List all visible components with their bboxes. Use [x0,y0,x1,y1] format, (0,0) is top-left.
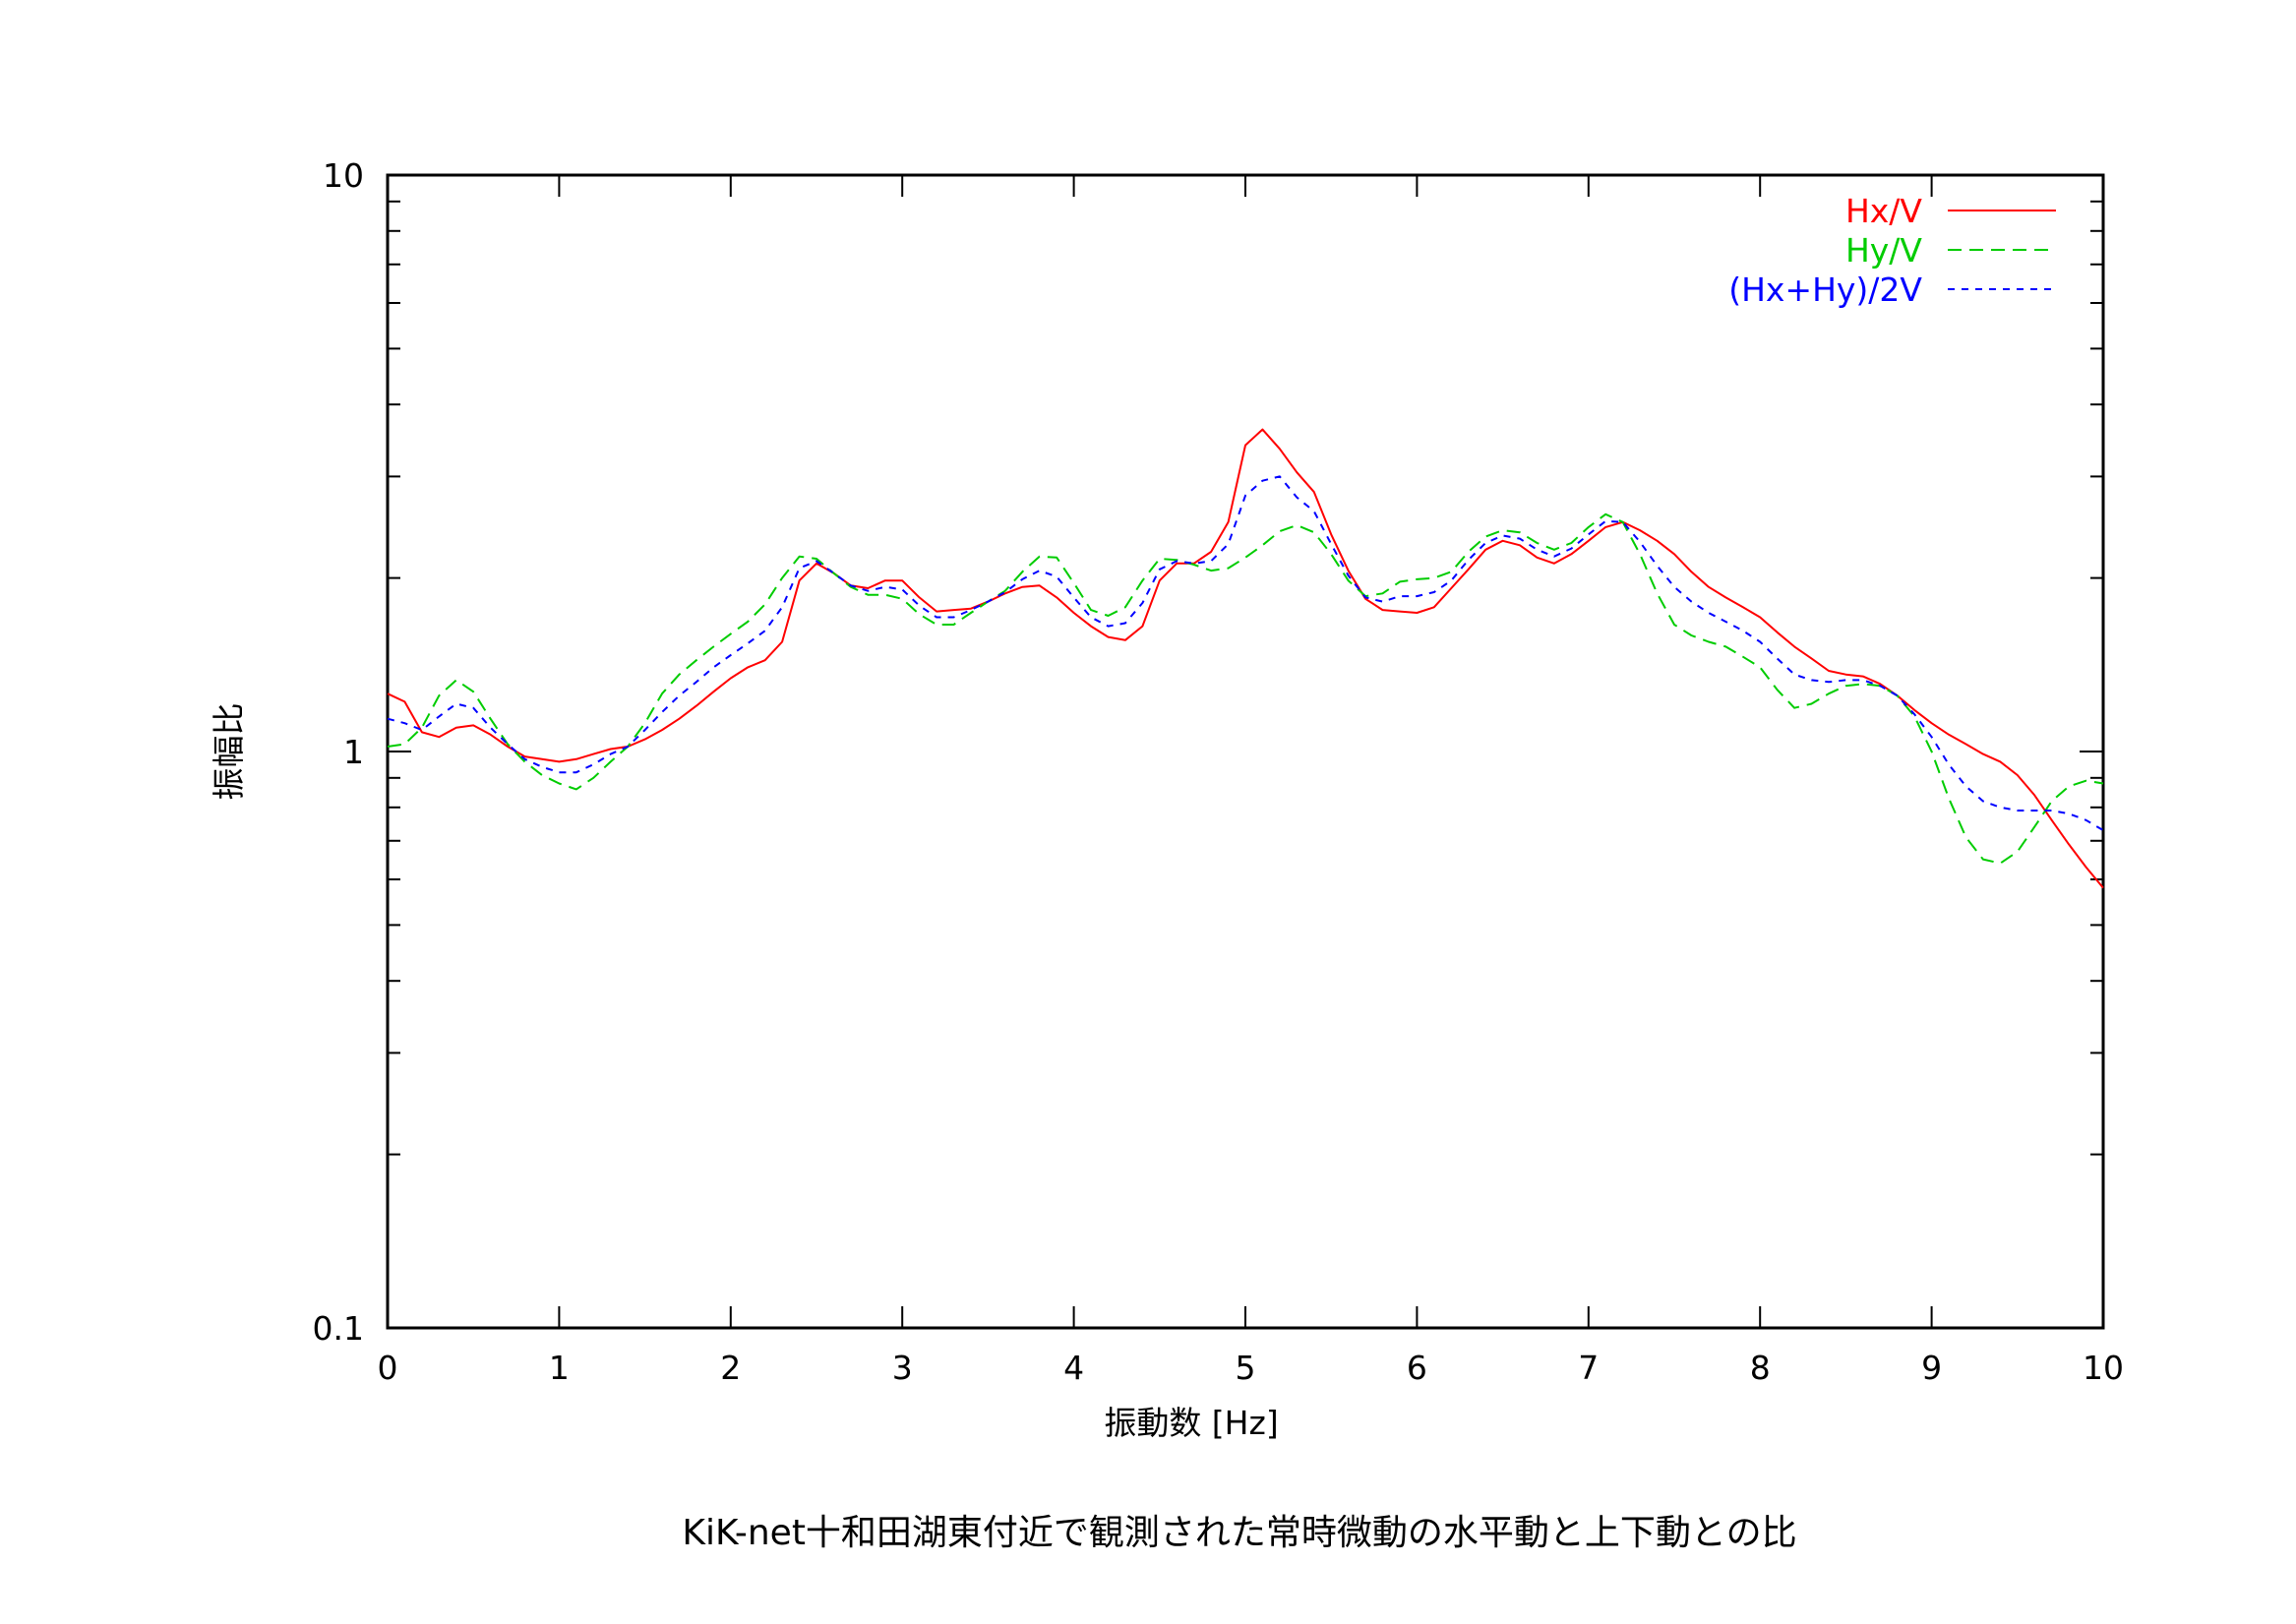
y-tick-label: 10 [323,156,364,195]
plot-frame [386,173,2105,1330]
x-tick-label: 6 [1407,1349,1427,1387]
legend-label: Hx/V [1845,192,1922,230]
y-tick-label: 0.1 [313,1309,364,1348]
legend-label: Hy/V [1845,231,1922,270]
y-tick-label: 1 [343,733,364,771]
x-axis-title: 振動数 [Hz] [1104,1404,1278,1442]
x-tick-label: 8 [1750,1349,1771,1387]
series-lines [387,428,2104,889]
legend: Hx/VHy/V(Hx+Hy)/2V [1728,192,2056,309]
x-tick-label: 9 [1921,1349,1942,1387]
legend-label: (Hx+Hy)/2V [1728,271,1922,309]
x-tick-label: 7 [1578,1349,1599,1387]
x-tick-label: 2 [720,1349,741,1387]
x-tick-label: 3 [892,1349,913,1387]
x-tick-label: 0 [378,1349,398,1387]
chart-title: KiK-net十和田湖東付近で観測された常時微動の水平動と上下動との比 [682,1513,1796,1553]
series-line-0 [387,428,2104,889]
x-tick-label: 4 [1063,1349,1084,1387]
x-tick-label: 10 [2083,1349,2124,1387]
series-line-2 [387,475,2104,831]
x-axis: 0 1 2 3 4 5 6 7 8 9 10 [378,175,2124,1387]
x-tick-label: 5 [1236,1349,1256,1387]
x-tick-label: 1 [549,1349,570,1387]
series-line-1 [387,512,2104,865]
y-axis: 0.1 1 10 [313,156,2103,1348]
y-axis-title: 振幅比 [210,703,248,801]
